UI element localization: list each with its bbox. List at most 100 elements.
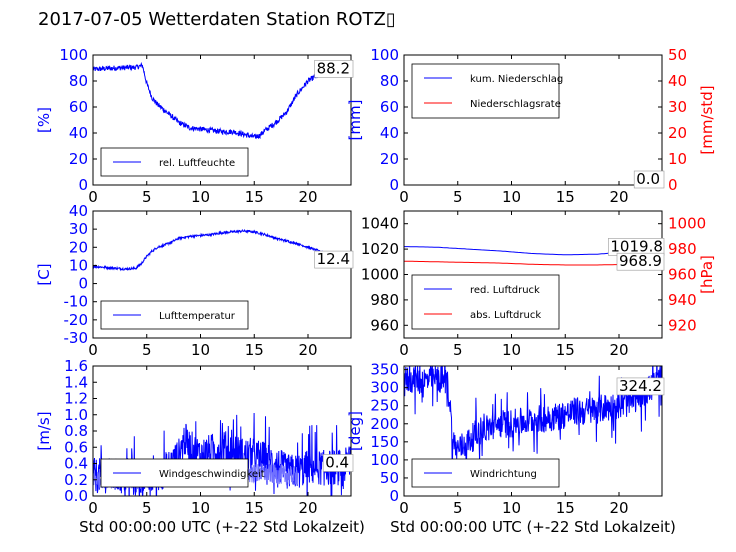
y-tick-label: 80 xyxy=(380,72,399,90)
y-tick-label: 1.2 xyxy=(64,390,88,408)
x-tick-label: 20 xyxy=(609,188,628,206)
x-tick-label: 15 xyxy=(245,341,264,359)
legend: rel. Luftfeuchte xyxy=(100,147,249,177)
x-tick-label: 5 xyxy=(142,499,152,517)
x-tick-label: 20 xyxy=(609,499,628,517)
y2-tick-label: 40 xyxy=(668,72,687,90)
series-line-lufttemperatur xyxy=(93,228,351,272)
legend-label: Windrichtung xyxy=(470,469,537,480)
legend-label: Lufttemperatur xyxy=(159,311,236,322)
legend-box xyxy=(411,274,560,330)
x-tick-label: 20 xyxy=(298,499,317,517)
y-tick-label: 200 xyxy=(370,415,399,433)
y-tick-label: 1000 xyxy=(361,266,399,284)
current-value-label-box xyxy=(314,60,354,78)
y-tick-label: 0 xyxy=(78,275,88,293)
plot-frame xyxy=(92,210,352,339)
legend: red. Luftdruck abs. Luftdruck xyxy=(411,274,560,330)
y-tick-label: 350 xyxy=(370,361,399,379)
y-tick-label: 0 xyxy=(389,487,399,505)
y2-tick-label: 0 xyxy=(668,176,678,194)
legend-label: abs. Luftdruck xyxy=(470,310,541,321)
y2-axis-label: [hPa] xyxy=(698,255,716,294)
y-tick-label: 100 xyxy=(370,451,399,469)
x-tick-label: 5 xyxy=(142,188,152,206)
legend-label: red. Luftdruck xyxy=(470,285,540,296)
plot-frame xyxy=(403,365,663,497)
y-tick-label: 1.6 xyxy=(64,357,88,375)
x-tick-label: 0 xyxy=(399,499,409,517)
x-tick-label: 5 xyxy=(453,341,463,359)
legend-label: kum. Niederschlag xyxy=(470,74,563,85)
y-tick-label: 60 xyxy=(380,98,399,116)
current-value-label-2-box xyxy=(616,252,665,271)
y-tick-label: 300 xyxy=(370,379,399,397)
x-tick-label: 0 xyxy=(399,188,409,206)
x-tick-label: 5 xyxy=(142,341,152,359)
x-tick-label: 5 xyxy=(453,499,463,517)
legend-label: Niederschlagsrate xyxy=(470,99,561,110)
x-tick-label: 20 xyxy=(609,341,628,359)
y-tick-label: 0 xyxy=(78,176,88,194)
current-value-label: 12.4 xyxy=(317,250,350,268)
current-value-label-box xyxy=(616,377,665,396)
y-axis-label: [m/s] xyxy=(35,411,53,450)
x-axis-label: Std 00:00:00 UTC (+-22 Std Lokalzeit) xyxy=(390,518,676,536)
y-axis-label: [mm] xyxy=(346,100,364,141)
series-group xyxy=(93,61,351,140)
y-tick-label: 20 xyxy=(69,238,88,256)
current-value-label-box xyxy=(314,250,354,269)
y-tick-label: 1020 xyxy=(361,240,399,258)
y-tick-label: 50 xyxy=(380,469,399,487)
chart-temperature: 0 5 10 15 20-30-20-10010203040[C]Lufttempera… xyxy=(35,202,354,359)
chart-humidity: 0 5 10 15 20 0 20 40 60 80 100 [%] rel. Luftfeuchte 8… xyxy=(35,46,354,206)
x-tick-label: 10 xyxy=(191,188,210,206)
y2-tick-label: 960 xyxy=(668,266,697,284)
y-tick-label: 0 xyxy=(389,176,399,194)
y-tick-label: 0.0 xyxy=(64,487,88,505)
legend: Windrichtung xyxy=(411,458,560,488)
y-tick-label: 100 xyxy=(59,46,88,64)
y2-tick-label: 920 xyxy=(668,316,697,334)
x-tick-label: 15 xyxy=(245,188,264,206)
legend: kum. Niederschlag Niederschlagsrate xyxy=(411,63,563,119)
series-group xyxy=(93,228,351,272)
y-tick-label: 250 xyxy=(370,397,399,415)
figure-title: 2017-07-05 Wetterdaten Station ROTZ▯ xyxy=(38,9,396,30)
current-value-label: 88.2 xyxy=(317,59,350,77)
x-tick-label: 0 xyxy=(88,188,98,206)
y-tick-label: 1040 xyxy=(361,215,399,233)
y-tick-label: 30 xyxy=(69,220,88,238)
y-tick-label: 960 xyxy=(370,316,399,334)
y-axis-label: [%] xyxy=(35,107,53,133)
y-tick-label: 0.2 xyxy=(64,471,88,489)
y2-tick-label: 30 xyxy=(668,98,687,116)
current-value-label: 0.0 xyxy=(636,170,660,188)
y-tick-label: -30 xyxy=(64,329,89,347)
y-tick-label: 10 xyxy=(69,256,88,274)
legend: Windgeschwindigkeit xyxy=(100,458,265,488)
y2-tick-label: 940 xyxy=(668,291,697,309)
y-tick-label: 980 xyxy=(370,291,399,309)
y-axis-label: [C] xyxy=(35,263,53,285)
series-line-rel-luftfeuchte xyxy=(93,61,351,140)
legend: Lufttemperatur xyxy=(100,300,249,330)
x-tick-label: 0 xyxy=(88,499,98,517)
y-tick-label: 60 xyxy=(69,98,88,116)
chart-wind: 0 5 10 15 200.00.20.40.60.81.01.21.41.6[m/s]… xyxy=(35,357,365,536)
x-tick-label: 10 xyxy=(502,188,521,206)
y-tick-label: 0.8 xyxy=(64,422,88,440)
legend-label: rel. Luftfeuchte xyxy=(159,158,235,169)
y-tick-label: 40 xyxy=(69,124,88,142)
y-tick-label: 1.4 xyxy=(64,373,88,391)
chart-precip: 0 5 10 15 20 0 20 40 60 80 100 0 10 20 30 40 50 [mm] [mm/s… xyxy=(346,46,716,206)
y2-tick-label: 1000 xyxy=(668,215,706,233)
current-value-label: 1019.8 xyxy=(610,237,663,255)
y-tick-label: 20 xyxy=(380,150,399,168)
x-tick-label: 5 xyxy=(453,188,463,206)
legend-label: Windgeschwindigkeit xyxy=(159,469,265,480)
x-tick-label: 10 xyxy=(191,341,210,359)
y-tick-label: -10 xyxy=(64,293,89,311)
x-tick-label: 0 xyxy=(88,341,98,359)
